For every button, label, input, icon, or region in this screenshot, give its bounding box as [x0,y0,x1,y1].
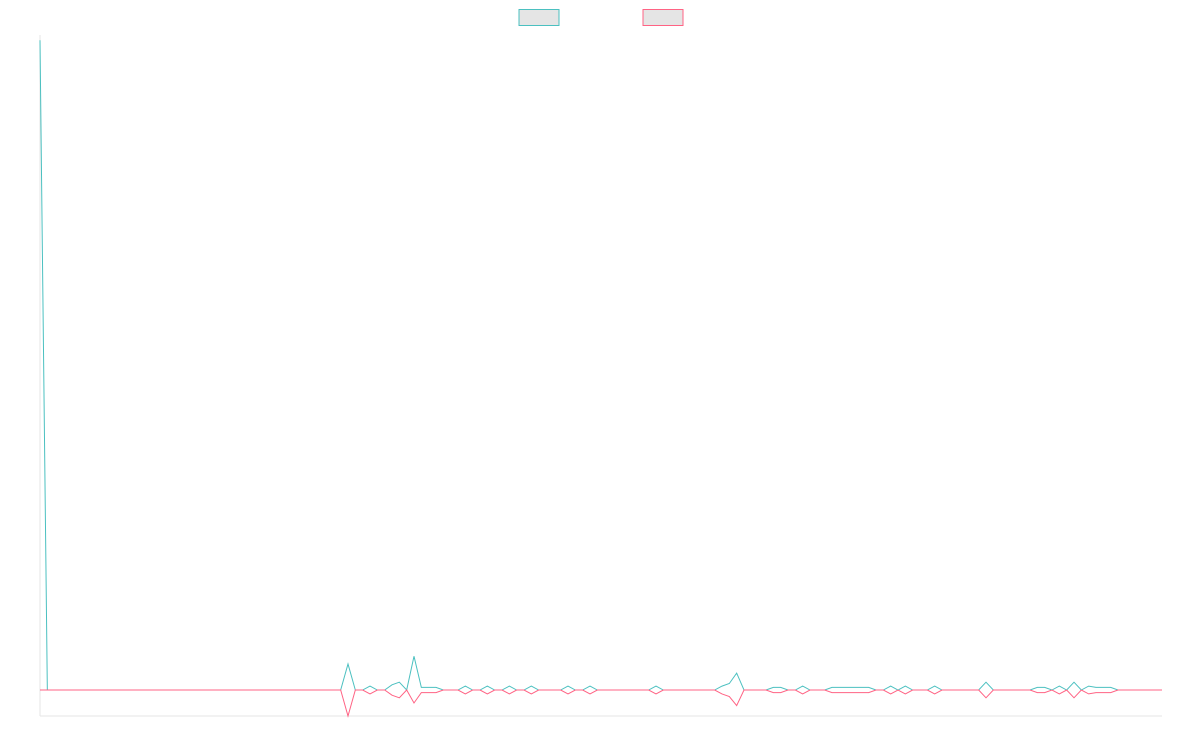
legend-swatch [518,9,560,26]
series-line [40,689,1162,718]
legend-swatch [642,9,684,26]
series-line [39,40,1162,692]
